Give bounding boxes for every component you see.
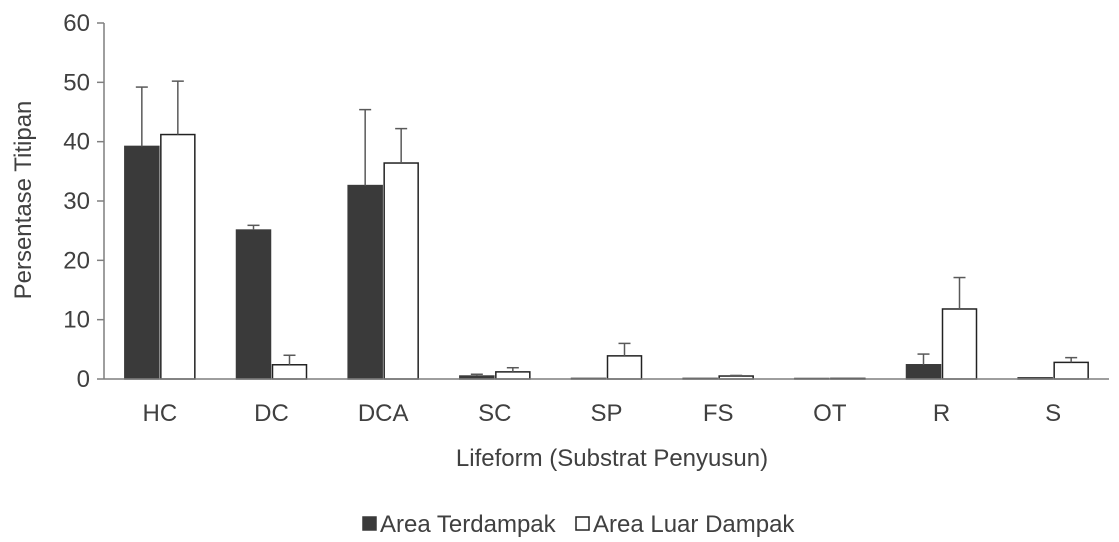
legend-label-area-luar-dampak: Area Luar Dampak [593, 511, 795, 538]
y-tick-label-30: 30 [63, 188, 90, 215]
y-tick-label-20: 20 [63, 247, 90, 274]
y-tick-label-10: 10 [63, 307, 90, 334]
error-bar-r-area-luar-dampak [953, 276, 966, 309]
legend-swatch-area-terdampak [362, 516, 377, 531]
x-tick-label-dc: DC [254, 400, 289, 427]
error-bar-dca-area-terdampak [359, 108, 372, 186]
bar-r-area-terdampak [905, 364, 942, 380]
error-bar-s-area-luar-dampak [1065, 356, 1078, 363]
bar-s-area-luar-dampak [1053, 361, 1089, 380]
y-axis-title: Persentase Titipan [10, 101, 37, 300]
bar-dc-area-luar-dampak [271, 364, 308, 380]
bar-r-area-luar-dampak [941, 308, 978, 380]
error-bar-dc-area-luar-dampak [283, 354, 296, 365]
error-bar-hc-area-luar-dampak [171, 80, 184, 135]
bars-group [124, 133, 1089, 380]
error-bars-group [135, 80, 1078, 377]
bar-dc-area-terdampak [235, 229, 272, 380]
y-tick-label-50: 50 [63, 69, 90, 96]
y-tick-label-60: 60 [63, 10, 90, 37]
x-tick-label-dca: DCA [358, 400, 409, 427]
bar-sp-area-luar-dampak [606, 355, 643, 380]
error-bar-r-area-terdampak [917, 353, 930, 365]
x-tick-label-sc: SC [478, 400, 511, 427]
legend-swatch-area-luar-dampak [575, 516, 590, 531]
y-tick-label-0: 0 [77, 366, 90, 393]
x-axis-title: Lifeform (Substrat Penyusun) [456, 445, 768, 472]
error-bar-sp-area-luar-dampak [618, 342, 631, 356]
error-bar-fs-area-luar-dampak [730, 374, 743, 377]
error-bar-sc-area-luar-dampak [506, 366, 519, 372]
x-tick-label-s: S [1045, 400, 1061, 427]
legend-label-area-terdampak: Area Terdampak [380, 511, 557, 538]
bar-dca-area-luar-dampak [383, 162, 419, 380]
x-tick-label-ot: OT [813, 400, 847, 427]
legend: Area Terdampak Area Luar Dampak [362, 511, 795, 538]
x-tick-label-fs: FS [703, 400, 734, 427]
bar-dca-area-terdampak [347, 184, 383, 380]
x-tick-label-sp: SP [590, 400, 622, 427]
error-bar-dc-area-terdampak [247, 224, 260, 231]
x-tick-label-hc: HC [142, 400, 177, 427]
error-bar-sc-area-terdampak [470, 373, 483, 377]
bar-sc-area-luar-dampak [495, 371, 531, 380]
x-tick-label-r: R [933, 400, 950, 427]
bar-hc-area-terdampak [124, 145, 160, 380]
error-bar-hc-area-terdampak [135, 86, 148, 147]
y-tick-label-40: 40 [63, 129, 90, 156]
y-axis-ticks: 0 10 20 30 40 50 60 [63, 10, 104, 393]
bar-hc-area-luar-dampak [160, 133, 196, 380]
x-axis-labels: HC DC DCA SC SP FS OT R S [142, 400, 1061, 427]
error-bar-dca-area-luar-dampak [395, 127, 408, 164]
